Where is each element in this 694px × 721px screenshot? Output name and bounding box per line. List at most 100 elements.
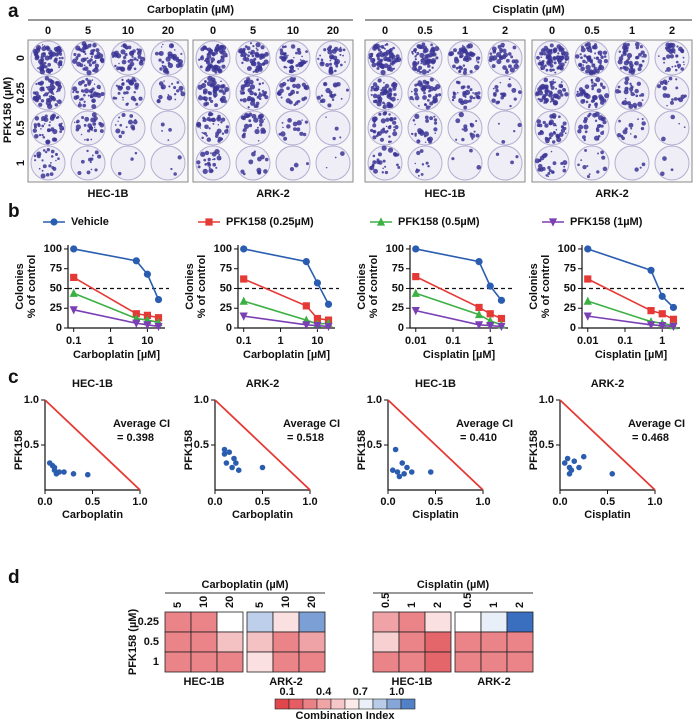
colony — [208, 99, 211, 102]
colony — [491, 64, 496, 69]
colony — [555, 128, 558, 131]
colony — [564, 92, 569, 97]
colony — [414, 132, 417, 136]
colony — [92, 69, 95, 72]
colony — [339, 136, 342, 139]
colony — [621, 101, 625, 105]
colony — [507, 52, 512, 56]
colony — [615, 89, 620, 94]
colony — [77, 103, 82, 108]
well — [275, 110, 311, 146]
cell-line-label: ARK-2 — [256, 188, 290, 200]
dose-label: 2 — [502, 25, 508, 37]
colony — [382, 89, 388, 95]
colony — [392, 120, 397, 125]
colony — [80, 57, 86, 63]
annotation: = 0.398 — [117, 432, 154, 444]
colony — [49, 161, 52, 164]
colony — [210, 169, 214, 173]
colony — [120, 66, 126, 72]
colony — [582, 164, 587, 170]
colony — [376, 101, 382, 107]
colony — [461, 48, 466, 53]
colony — [342, 54, 344, 57]
colony — [253, 150, 257, 153]
colony — [469, 70, 473, 74]
colony — [260, 131, 263, 134]
colony — [555, 133, 560, 138]
colony — [84, 83, 88, 87]
colony — [594, 102, 598, 107]
colony — [93, 119, 97, 123]
colony — [389, 67, 394, 72]
colony — [202, 116, 206, 120]
colony — [83, 93, 86, 97]
colony — [629, 82, 632, 86]
colony — [37, 81, 40, 85]
y-tick-label: 75 — [220, 263, 232, 275]
colony — [242, 98, 247, 103]
colony — [95, 48, 100, 53]
y-axis-label: PFK158 — [528, 430, 540, 470]
marker — [474, 321, 484, 330]
colony — [554, 81, 557, 84]
colony — [417, 169, 421, 172]
colony — [471, 137, 474, 140]
colony — [550, 150, 553, 153]
colony — [93, 83, 96, 85]
colony — [81, 116, 85, 120]
colony — [161, 86, 164, 89]
heatmap-cell — [246, 631, 274, 653]
colony — [259, 123, 263, 127]
colony — [457, 51, 461, 55]
colony — [61, 56, 64, 60]
column-label: 5 — [172, 602, 184, 608]
colony — [536, 55, 540, 60]
colony — [666, 104, 668, 107]
x-tick-label: 1.0 — [647, 496, 662, 508]
colony — [597, 152, 599, 155]
colony — [425, 105, 430, 110]
colony — [215, 166, 218, 169]
colony — [432, 99, 437, 104]
colony — [594, 119, 598, 123]
colony — [373, 168, 378, 174]
legend-label: PFK158 (0.25µM) — [226, 216, 314, 228]
colony — [622, 65, 627, 70]
column-label: 20 — [224, 596, 236, 608]
colony — [414, 58, 417, 61]
colony — [213, 158, 216, 161]
colony — [502, 65, 507, 70]
colony — [93, 91, 97, 96]
y-tick-label: 50 — [564, 282, 576, 294]
legend-label: Vehicle — [71, 216, 109, 228]
colony — [300, 61, 304, 66]
well — [654, 145, 690, 181]
colony — [497, 122, 500, 125]
colony — [423, 135, 427, 138]
colony — [245, 114, 250, 118]
colony — [599, 96, 605, 102]
colony — [55, 152, 58, 155]
colony — [166, 95, 173, 101]
colony — [396, 57, 398, 59]
colony — [208, 96, 212, 101]
colony — [214, 103, 219, 108]
colony — [40, 86, 45, 91]
colony — [388, 53, 395, 59]
colony — [634, 167, 639, 172]
colony — [47, 103, 53, 110]
colony — [673, 52, 676, 54]
annotation: Average CI — [113, 418, 170, 430]
colony — [544, 89, 548, 93]
colony — [458, 47, 463, 52]
colony — [43, 117, 49, 123]
point — [561, 460, 568, 466]
colony — [122, 43, 127, 48]
colony — [320, 58, 324, 62]
colony — [462, 85, 466, 89]
colony — [57, 99, 62, 105]
marker — [583, 312, 592, 321]
x-tick-label: 0.0 — [380, 496, 395, 508]
colony — [584, 84, 590, 89]
